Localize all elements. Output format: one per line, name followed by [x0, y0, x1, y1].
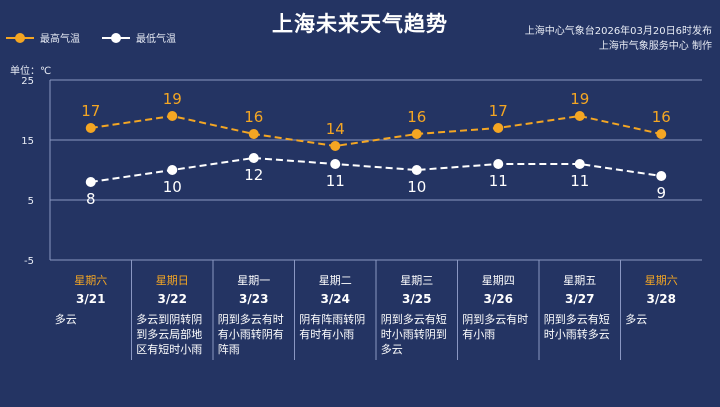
weather-description: 阴有阵雨转阴有时有小雨: [299, 313, 366, 341]
date-label: 3/23: [239, 292, 269, 306]
high-temp-point: [330, 141, 341, 151]
low-temp-point: [574, 159, 585, 169]
weekday-label: 星期二: [318, 274, 352, 287]
low-temp-point: [167, 165, 178, 175]
high-temp-point: [493, 123, 504, 133]
high-temp-point: [167, 111, 178, 121]
y-tick-label: 5: [28, 196, 34, 207]
date-label: 3/26: [483, 292, 513, 306]
weather-description: 阴到多云有短时小雨转多云: [543, 313, 610, 341]
legend-high-swatch: [6, 32, 34, 43]
low-temp-point: [493, 159, 504, 169]
weather-description: 多云到阴转阴到多云局部地区有短时小雨: [136, 313, 203, 356]
low-temp-point: [330, 159, 341, 169]
weather-description: 多云: [625, 313, 648, 326]
weather-description: 阴到多云有短时小雨转阴到多云: [380, 313, 447, 356]
y-tick-label: 15: [21, 136, 34, 147]
weather-description: 阴到多云有时有小雨转阴有阵雨: [217, 313, 284, 356]
high-temp-point: [85, 123, 96, 133]
high-temp-point: [411, 129, 422, 139]
low-temp-label: 8: [86, 190, 96, 208]
weekday-label: 星期一: [237, 274, 271, 287]
high-temp-point: [248, 129, 259, 139]
y-tick-label: 25: [21, 76, 34, 87]
low-temp-point: [85, 177, 96, 187]
high-temp-label: 14: [326, 120, 345, 138]
weekday-label: 星期六: [74, 274, 108, 287]
source-line-1: 上海中心气象台2026年03月20日6时发布: [524, 26, 712, 37]
low-temp-label: 11: [326, 172, 345, 190]
weekday-label: 星期六: [644, 274, 678, 287]
date-label: 3/24: [320, 292, 350, 306]
date-label: 3/28: [646, 292, 676, 306]
y-tick-label: -5: [24, 256, 34, 267]
low-temp-label: 12: [244, 166, 263, 184]
high-temp-label: 16: [652, 108, 671, 126]
weekday-label: 星期三: [400, 274, 434, 287]
high-temp-label: 16: [407, 108, 426, 126]
weather-description: 阴到多云有时有小雨: [462, 313, 529, 341]
low-temp-point: [411, 165, 422, 175]
weather-description: 多云: [54, 313, 77, 326]
weekday-label: 星期五: [563, 274, 597, 287]
source-info: 上海中心气象台2026年03月20日6时发布 上海市气象服务中心 制作: [525, 24, 712, 54]
high-temp-label: 16: [244, 108, 263, 126]
high-temp-line: [90, 114, 662, 148]
weekday-label: 星期日: [155, 274, 189, 287]
low-temp-label: 11: [570, 172, 589, 190]
high-temp-label: 17: [489, 102, 508, 120]
weekday-label: 星期四: [481, 274, 515, 287]
high-temp-point: [574, 111, 585, 121]
high-temp-label: 19: [163, 90, 182, 108]
date-label: 3/21: [76, 292, 106, 306]
high-temp-point: [656, 129, 667, 139]
low-temp-label: 9: [656, 184, 666, 202]
high-temp-label: 17: [81, 102, 100, 120]
legend-low-swatch: [102, 32, 130, 43]
low-temp-label: 10: [163, 178, 182, 196]
low-temp-point: [656, 171, 667, 181]
low-temp-label: 11: [489, 172, 508, 190]
legend-low-label: 最低气温: [136, 34, 176, 45]
source-line-2: 上海市气象服务中心 制作: [598, 41, 712, 52]
high-temp-label: 19: [570, 90, 589, 108]
date-label: 3/25: [402, 292, 432, 306]
low-temp-label: 10: [407, 178, 426, 196]
low-temp-line: [90, 156, 662, 183]
legend-high-label: 最高气温: [40, 34, 80, 45]
date-label: 3/22: [157, 292, 187, 306]
chart-legend: 最高气温 最低气温: [6, 30, 192, 45]
low-temp-point: [248, 153, 259, 163]
date-label: 3/27: [565, 292, 595, 306]
page-title: 上海未来天气趋势: [272, 12, 448, 36]
unit-label: 单位：℃: [10, 66, 52, 77]
